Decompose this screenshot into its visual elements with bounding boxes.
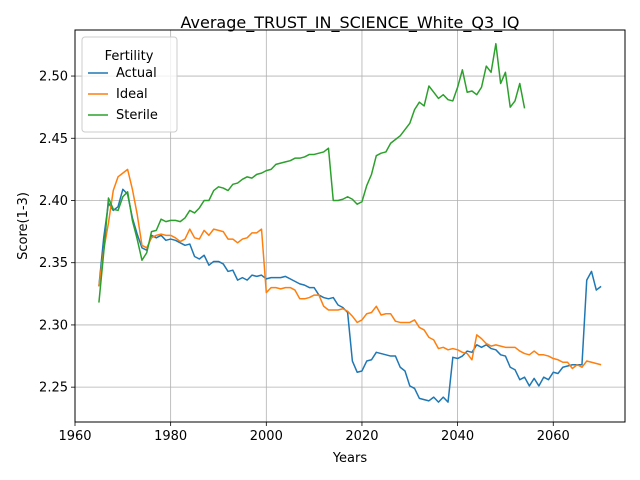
axis-ticks: 1960 1980 2000 2020 2040 2060 2.25 2.30 2.35 2.40… [39,70,570,444]
series-lines [98,42,602,403]
x-tick-label: 1980 [154,429,187,444]
legend-box [81,36,178,133]
y-tick-label: 2.25 [39,381,68,396]
legend-title: Fertility [105,49,154,64]
x-tick-label: 2060 [537,429,570,444]
legend-label-actual: Actual [116,66,157,81]
y-tick-label: 2.45 [39,132,68,147]
x-tick-label: 1960 [58,429,91,444]
y-tick-label: 2.50 [39,70,68,85]
x-tick-label: 2000 [250,429,283,444]
chart-title: Average_TRUST_IN_SCIENCE_White_Q3_IQ [181,13,520,33]
x-axis-label: Years [332,451,368,466]
grid [74,30,625,422]
plot-frame [74,29,626,423]
legend: Fertility Actual Ideal Sterile [81,36,178,133]
y-tick-label: 2.35 [39,256,68,271]
legend-label-sterile: Sterile [116,108,158,123]
legend-label-ideal: Ideal [116,87,148,102]
y-tick-label: 2.30 [39,318,68,333]
y-tick-label: 2.40 [39,194,68,209]
series-line-sterile [98,42,526,303]
series-line-actual [98,188,602,403]
series-line-ideal [98,168,602,370]
x-tick-label: 2040 [441,429,474,444]
y-axis-label: Score(1-3) [16,192,31,260]
legend-entries: Actual Ideal Sterile [88,66,158,123]
x-tick-label: 2020 [345,429,378,444]
